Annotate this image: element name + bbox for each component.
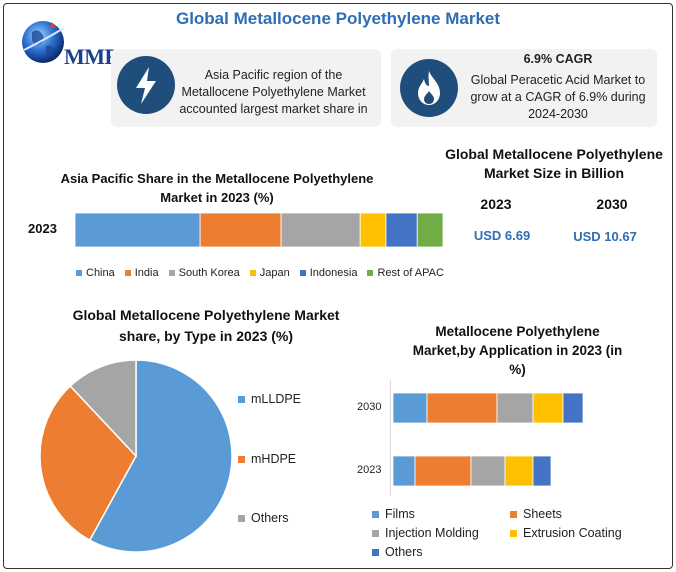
bar-segment-extrusion-coating-2023 (504, 455, 534, 487)
type-pie-chart-title: Global Metallocene Polyethylene Market s… (72, 307, 340, 344)
size-value-2023: USD 6.69 (473, 228, 531, 243)
legend-swatch (238, 514, 245, 522)
pie-slice-mhdpe (39, 384, 137, 542)
legend-label: Others (251, 511, 289, 525)
size-value-2030: USD 10.67 (573, 229, 637, 244)
legend-item-mhdpe: mHDPE (238, 452, 296, 466)
flame-icon (400, 59, 458, 117)
legend-swatch (372, 529, 379, 537)
apac-share-chart (75, 213, 444, 247)
legend-label: South Korea (178, 267, 240, 279)
bar-segment-others-2023 (532, 455, 552, 487)
type-pie-legend: mLLDPE mHDPE Others (238, 392, 338, 532)
legend-label: Others (385, 545, 423, 559)
bar-segment-extrusion-coating-2030 (532, 393, 564, 424)
legend-item-mlldpe: mLLDPE (238, 392, 301, 406)
legend-item-south-korea: South Korea (168, 267, 240, 279)
legend-label: mHDPE (251, 452, 297, 466)
bar-segment-injection-molding-2030 (496, 393, 534, 424)
apac-legend: China India South Korea Japan Indonesia Rest … (76, 267, 476, 279)
type-pie-chart (39, 359, 233, 553)
legend-label: Rest of APAC (377, 267, 444, 279)
bar-segment-india (199, 213, 282, 247)
legend-swatch (168, 270, 175, 276)
legend-label: India (134, 267, 159, 279)
legend-label: mLLDPE (251, 392, 302, 406)
legend-label: Films (385, 507, 415, 521)
size-year-2030: 2030 (596, 196, 628, 212)
bar-segment-films-2030 (393, 393, 428, 424)
page-title: Global Metallocene Polyethylene Market (175, 9, 501, 28)
legend-swatch (510, 510, 517, 518)
legend-label: Indonesia (309, 267, 358, 279)
bar-segment-others-2030 (562, 393, 584, 424)
legend-item-sheets: Sheets (510, 507, 562, 521)
legend-swatch (367, 270, 374, 276)
app-chart-axis (390, 380, 391, 496)
globe-logo-icon (18, 16, 68, 66)
legend-swatch (372, 548, 379, 556)
apac-category-label: 2023 (28, 221, 57, 236)
legend-item-indonesia: Indonesia (299, 267, 358, 279)
application-chart (393, 393, 584, 487)
legend-item-india: India (124, 267, 159, 279)
asia-pacific-card-text: Asia Pacific region of the Metallocene P… (179, 68, 368, 116)
legend-label: Japan (259, 267, 290, 279)
bar-segment-sheets-2023 (414, 455, 472, 487)
legend-swatch (372, 510, 379, 518)
bar-segment-japan (359, 213, 387, 247)
bar-segment-rest-of-apac (416, 213, 444, 247)
bar-segment-south-korea (280, 213, 361, 247)
legend-swatch (76, 270, 82, 276)
apac-share-chart-title: Asia Pacific Share in the Metallocene Po… (60, 171, 374, 205)
legend-label: China (86, 267, 115, 279)
application-chart-title: Metallocene Polyethylene Market,by Appli… (412, 324, 623, 377)
legend-label: Sheets (523, 507, 562, 521)
legend-item-films: Films (372, 507, 415, 521)
cagr-heading: 6.9% CAGR (523, 52, 593, 66)
legend-item-injection-molding: Injection Molding (372, 526, 479, 540)
lightning-icon (117, 56, 175, 114)
legend-swatch (238, 395, 245, 403)
bar-segment-films-2023 (393, 455, 416, 487)
pie-slice-mlldpe (88, 359, 233, 553)
legend-swatch (299, 270, 306, 276)
app-category-2030: 2030 (357, 401, 382, 413)
bar-segment-china (75, 213, 201, 247)
legend-swatch (238, 455, 245, 463)
legend-item-japan: Japan (249, 267, 290, 279)
size-year-2023: 2023 (480, 196, 512, 212)
legend-swatch (124, 270, 131, 276)
legend-swatch (249, 270, 256, 276)
legend-label: Injection Molding (385, 526, 479, 540)
legend-item-others: Others (238, 511, 289, 525)
app-category-2023: 2023 (357, 464, 382, 476)
market-size-title: Global Metallocene Polyethylene Market S… (445, 146, 663, 181)
legend-swatch (510, 529, 517, 537)
cagr-card-text: Global Peracetic Acid Market to grow at … (470, 73, 646, 121)
legend-item-china: China (76, 267, 115, 279)
legend-item-rest-of-apac: Rest of APAC (367, 267, 444, 279)
legend-item-extrusion-coating: Extrusion Coating (510, 526, 622, 540)
bar-segment-sheets-2030 (426, 393, 498, 424)
bar-segment-injection-molding-2023 (470, 455, 506, 487)
legend-item-others: Others (372, 545, 423, 559)
pie-slice-others (69, 359, 137, 458)
legend-label: Extrusion Coating (523, 526, 622, 540)
bar-segment-indonesia (385, 213, 418, 247)
